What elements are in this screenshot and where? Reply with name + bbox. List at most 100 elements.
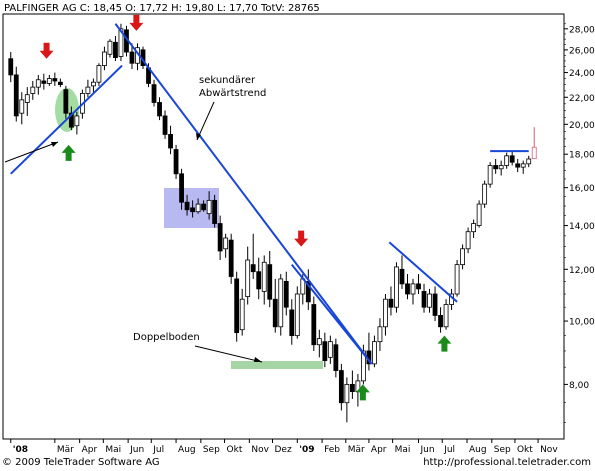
candle xyxy=(102,46,107,71)
candle xyxy=(129,43,135,70)
candle xyxy=(228,233,234,284)
candle-body-up xyxy=(316,338,322,346)
x-tick-label: Jul xyxy=(443,445,455,455)
copyright-text: © 2009 TeleTrader Software AG xyxy=(2,457,160,468)
candle-body-down xyxy=(41,80,47,84)
candles xyxy=(8,23,537,423)
double-bottom-pointer xyxy=(194,345,263,363)
candle-body-down xyxy=(217,223,223,252)
candle-body-up xyxy=(223,237,229,250)
candle xyxy=(217,215,223,261)
candle xyxy=(333,338,339,378)
candle-body-up xyxy=(372,341,377,365)
buy-arrow-icon xyxy=(61,144,76,161)
candle-body-up xyxy=(74,115,80,127)
candle xyxy=(454,260,460,297)
candle-body-down xyxy=(151,84,157,103)
candle-body-down xyxy=(493,165,499,170)
candle xyxy=(30,80,36,100)
candle xyxy=(526,155,532,168)
x-tick-label: Mai xyxy=(395,445,411,455)
candle-body-down xyxy=(333,344,339,371)
candle xyxy=(344,377,350,423)
candle-body-down xyxy=(157,102,162,117)
candle xyxy=(471,219,477,238)
candle-body-down xyxy=(267,264,273,300)
candle xyxy=(443,299,449,330)
candle-body-down xyxy=(349,383,355,392)
candle xyxy=(394,262,399,313)
x-tick-label: Okt xyxy=(517,445,533,455)
candle-body-up xyxy=(520,163,526,168)
candle-body-up xyxy=(118,28,124,57)
y-tick-label: 24,00 xyxy=(569,69,595,79)
candle-body-up xyxy=(443,304,449,328)
candle-body-up xyxy=(465,231,471,250)
y-tick-label: 8,00 xyxy=(569,381,589,391)
y-tick-label: 16,00 xyxy=(569,184,595,194)
candle-body-down xyxy=(212,199,218,224)
candle xyxy=(388,286,394,316)
candle-body-down xyxy=(399,268,405,285)
x-tick-label: Aug xyxy=(469,445,487,455)
candle-body-down xyxy=(283,280,289,308)
candle-body-up xyxy=(195,203,201,213)
candle-body-up xyxy=(245,259,251,297)
candle xyxy=(8,52,14,83)
sell-arrow-icon xyxy=(129,14,144,31)
candle-body-down xyxy=(228,239,234,277)
candle xyxy=(57,78,63,88)
candle xyxy=(399,255,405,289)
candle-body-up xyxy=(85,86,91,94)
sell-arrow-icon xyxy=(294,230,309,247)
candle-body-down xyxy=(52,78,58,82)
candle-body-up xyxy=(327,341,333,358)
candle-body-up xyxy=(504,155,510,166)
candle xyxy=(206,191,212,220)
candle-body-down xyxy=(68,112,74,128)
candle xyxy=(278,274,284,336)
candle-body-down xyxy=(234,278,240,334)
candle-body-up xyxy=(394,266,399,308)
chart-header: PALFINGER AG C: 18,45 O: 17,72 H: 19,80 … xyxy=(4,3,320,14)
candle xyxy=(416,274,421,295)
x-tick-label: Apr xyxy=(82,445,98,455)
candle-body-down xyxy=(515,163,521,168)
candle xyxy=(476,200,482,228)
candle xyxy=(239,288,245,336)
candle-body-down xyxy=(438,315,443,328)
candle xyxy=(168,125,173,155)
candle xyxy=(438,307,443,333)
candle-body-down xyxy=(190,207,195,213)
candle xyxy=(162,110,168,139)
double-bottom-label: Doppelboden xyxy=(133,332,200,343)
candle-body-down xyxy=(162,115,168,135)
y-tick-label: 22,00 xyxy=(569,94,595,104)
plot-area xyxy=(2,13,565,440)
candle-body-down xyxy=(168,134,173,149)
candle xyxy=(294,286,300,339)
candle xyxy=(487,162,493,188)
x-tick-label: Aug xyxy=(178,445,196,455)
candle xyxy=(234,271,240,342)
trend-label-pointer-head xyxy=(196,133,201,140)
candle-body-up xyxy=(96,65,102,83)
candle-body-up xyxy=(261,261,267,292)
candle-body-up xyxy=(102,51,107,66)
candle xyxy=(427,288,432,313)
x-axis: '08 Mär Apr Mai Jun Jul Aug Sep Okt Nov Dez '09 Feb M… xyxy=(10,439,558,455)
candle xyxy=(157,97,162,121)
source-link[interactable]: http://professional.teletrader.com xyxy=(423,457,591,468)
candle xyxy=(46,74,52,86)
buy-arrow-icon xyxy=(437,335,452,352)
candle xyxy=(460,244,465,270)
candle xyxy=(212,194,218,228)
candle-body-down xyxy=(129,51,135,64)
candle-body-up xyxy=(294,293,300,337)
candle-body-up xyxy=(427,293,432,308)
candle-body-down xyxy=(416,283,421,290)
candle-body-up xyxy=(35,79,41,88)
y-tick-label: 10,00 xyxy=(569,318,595,328)
candle xyxy=(107,39,113,58)
candle-body-down xyxy=(184,201,190,211)
